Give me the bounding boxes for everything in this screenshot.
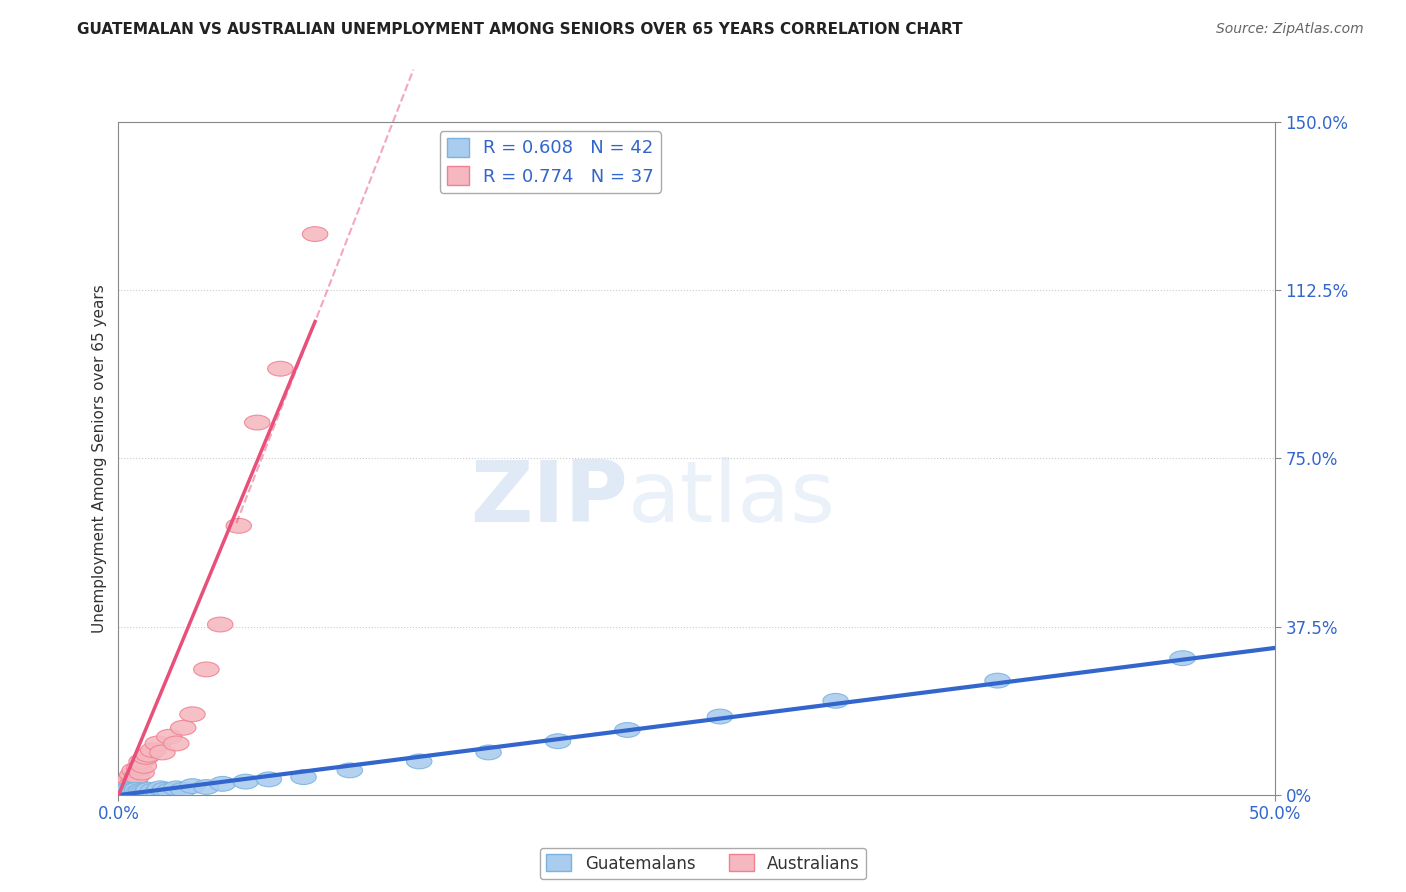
Ellipse shape: [156, 730, 181, 744]
Ellipse shape: [127, 785, 152, 799]
Ellipse shape: [141, 783, 166, 798]
Ellipse shape: [170, 721, 195, 735]
Ellipse shape: [122, 763, 148, 778]
Ellipse shape: [110, 784, 136, 799]
Ellipse shape: [148, 780, 173, 796]
Ellipse shape: [124, 782, 149, 797]
Ellipse shape: [475, 745, 502, 760]
Ellipse shape: [163, 736, 188, 751]
Ellipse shape: [614, 723, 640, 738]
Text: ZIP: ZIP: [470, 458, 627, 541]
Ellipse shape: [129, 786, 155, 800]
Legend: R = 0.608   N = 42, R = 0.774   N = 37: R = 0.608 N = 42, R = 0.774 N = 37: [440, 131, 661, 193]
Ellipse shape: [136, 747, 162, 762]
Ellipse shape: [120, 783, 145, 798]
Ellipse shape: [180, 779, 205, 794]
Ellipse shape: [163, 780, 188, 796]
Ellipse shape: [134, 749, 159, 764]
Ellipse shape: [108, 786, 134, 800]
Ellipse shape: [110, 779, 136, 794]
Ellipse shape: [108, 786, 134, 800]
Ellipse shape: [302, 227, 328, 242]
Ellipse shape: [209, 776, 235, 791]
Ellipse shape: [117, 782, 143, 797]
Ellipse shape: [170, 782, 195, 797]
Ellipse shape: [194, 662, 219, 677]
Ellipse shape: [115, 786, 141, 801]
Ellipse shape: [117, 775, 143, 790]
Ellipse shape: [136, 782, 162, 797]
Ellipse shape: [180, 706, 205, 722]
Ellipse shape: [110, 784, 136, 799]
Ellipse shape: [110, 783, 136, 798]
Ellipse shape: [112, 786, 138, 800]
Ellipse shape: [149, 745, 176, 760]
Ellipse shape: [117, 785, 143, 800]
Ellipse shape: [337, 763, 363, 778]
Ellipse shape: [406, 754, 432, 769]
Ellipse shape: [120, 776, 145, 791]
Text: atlas: atlas: [627, 458, 835, 541]
Ellipse shape: [122, 784, 148, 799]
Ellipse shape: [145, 736, 170, 751]
Ellipse shape: [1170, 651, 1195, 665]
Ellipse shape: [141, 743, 166, 757]
Ellipse shape: [131, 784, 156, 799]
Ellipse shape: [145, 784, 170, 799]
Ellipse shape: [546, 734, 571, 748]
Ellipse shape: [112, 780, 138, 795]
Ellipse shape: [823, 693, 848, 708]
Ellipse shape: [152, 782, 177, 797]
Ellipse shape: [115, 780, 141, 796]
Ellipse shape: [291, 770, 316, 785]
Ellipse shape: [117, 772, 143, 787]
Ellipse shape: [120, 786, 145, 800]
Ellipse shape: [108, 780, 134, 796]
Text: GUATEMALAN VS AUSTRALIAN UNEMPLOYMENT AMONG SENIORS OVER 65 YEARS CORRELATION CH: GUATEMALAN VS AUSTRALIAN UNEMPLOYMENT AM…: [77, 22, 963, 37]
Ellipse shape: [117, 780, 143, 795]
Ellipse shape: [115, 785, 141, 799]
Y-axis label: Unemployment Among Seniors over 65 years: Unemployment Among Seniors over 65 years: [93, 284, 107, 632]
Ellipse shape: [110, 787, 136, 801]
Ellipse shape: [124, 769, 149, 783]
Ellipse shape: [245, 415, 270, 430]
Ellipse shape: [267, 361, 292, 376]
Ellipse shape: [112, 776, 138, 791]
Ellipse shape: [131, 758, 156, 773]
Ellipse shape: [194, 780, 219, 795]
Ellipse shape: [256, 772, 281, 787]
Ellipse shape: [156, 783, 181, 798]
Legend: Guatemalans, Australians: Guatemalans, Australians: [540, 847, 866, 880]
Ellipse shape: [129, 783, 155, 798]
Ellipse shape: [226, 518, 252, 533]
Ellipse shape: [208, 617, 233, 632]
Text: Source: ZipAtlas.com: Source: ZipAtlas.com: [1216, 22, 1364, 37]
Ellipse shape: [127, 761, 152, 775]
Ellipse shape: [122, 774, 148, 789]
Ellipse shape: [129, 765, 155, 780]
Ellipse shape: [233, 774, 259, 789]
Ellipse shape: [112, 783, 138, 798]
Ellipse shape: [707, 709, 733, 724]
Ellipse shape: [134, 785, 159, 800]
Ellipse shape: [112, 782, 138, 797]
Ellipse shape: [129, 754, 155, 769]
Ellipse shape: [120, 767, 145, 782]
Ellipse shape: [984, 673, 1011, 688]
Ellipse shape: [115, 778, 141, 793]
Ellipse shape: [124, 785, 149, 800]
